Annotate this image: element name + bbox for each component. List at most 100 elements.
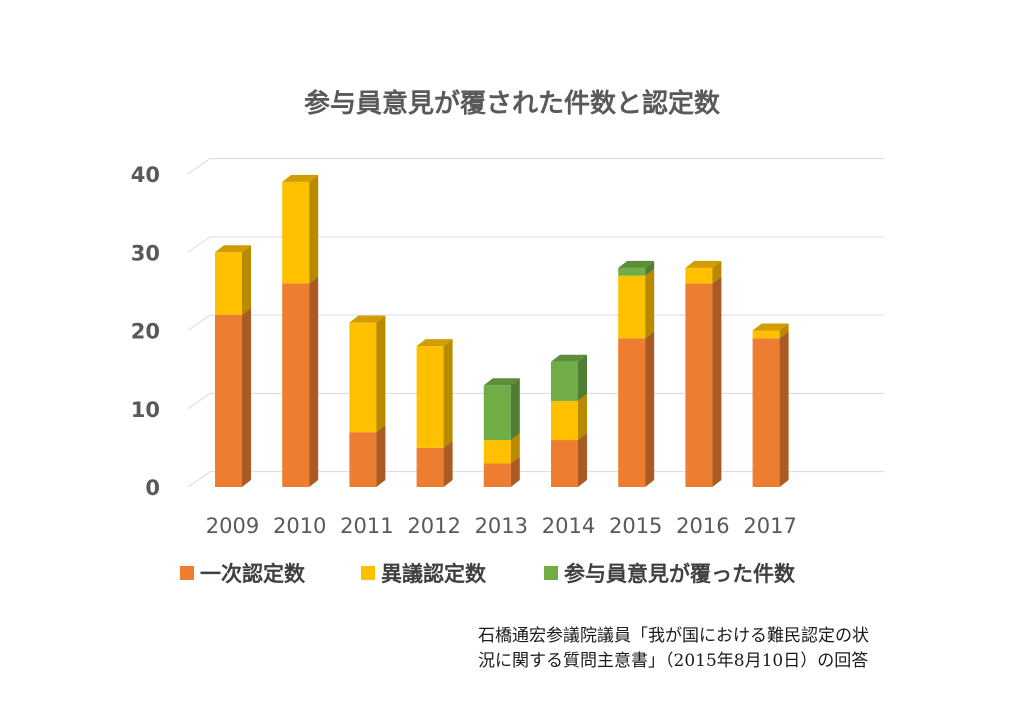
bar-side [309,276,319,487]
x-tick-label: 2010 [273,514,326,538]
bar-side [779,323,789,339]
bar-front [483,463,511,487]
bar-front [685,283,713,487]
bar-segment-2016-s1 [685,260,722,284]
bar-side [510,433,520,464]
bar-side [443,440,453,487]
bar-front [618,275,646,339]
bar-side [443,339,453,448]
bars [215,174,789,487]
bar-top [215,245,251,253]
y-axis: 0 10 20 30 40 [131,163,160,500]
x-tick-label: 2009 [206,514,259,538]
bar-segment-2010-s0 [282,276,319,487]
legend-item-1: 異議認定数 [361,562,487,586]
bar-segment-2010-s1 [282,174,319,284]
bar-side [712,276,722,487]
x-tick-label: 2012 [407,514,460,538]
bar-front [349,432,377,487]
bar-front [752,338,780,487]
bar-side [578,433,587,487]
bar-front [551,400,578,441]
bar-segment-2013-s1 [483,433,520,464]
grid-slant-10 [187,392,211,410]
legend-swatch [361,566,375,580]
y-tick-label: 30 [131,241,160,265]
bar-top [685,260,722,268]
bar-top [551,354,587,362]
grid-slant-30 [187,236,211,253]
bar-segment-2015-s1 [618,268,655,339]
y-tick-label: 0 [145,476,160,500]
bar-side [376,315,386,433]
legend-swatch [180,566,194,580]
bar-front [483,440,511,464]
bar-front [551,361,578,401]
bar-segment-2016-s0 [685,276,722,487]
legend-label: 一次認定数 [200,562,306,586]
bar-side [376,425,386,487]
grid-slant-40 [187,158,211,175]
legend-item-2: 参与員意見が覆った件数 [544,562,796,586]
bar-top [349,315,386,323]
bar-top [618,260,655,268]
bar-segment-2015-s0 [618,331,655,487]
bar-top [282,174,319,182]
bar-top [752,323,789,331]
bar-front [416,447,444,487]
bar-front [752,330,780,339]
bar-side [578,393,587,441]
source-note-line-1: 石橋通宏参議院議員「我が国における難民認定の状 [478,626,869,646]
bar-segment-2017-s1 [752,323,789,339]
y-tick-label: 20 [131,320,160,344]
source-note-line-2: 況に関する質問主意書」（2015年8月10日）の回答 [478,651,869,671]
y-tick-label: 40 [131,163,160,187]
legend-swatch [544,566,558,580]
bar-front [618,267,646,276]
bar-front [349,322,377,433]
bar-top [483,378,520,386]
bar-front [618,338,646,487]
legend-label: 参与員意見が覆った件数 [564,562,796,586]
grid-slant-0 [187,471,211,488]
bar-side [309,174,319,284]
bar-side [510,378,520,441]
legend-label: 異議認定数 [381,562,487,586]
bar-front [215,314,242,487]
source-note: 石橋通宏参議院議員「我が国における難民認定の状 況に関する質問主意書」（2015… [478,624,998,674]
bar-top [416,339,453,347]
bar-side [645,331,655,487]
x-tick-label: 2017 [743,514,796,538]
bar-segment-2011-s0 [349,425,386,487]
legend-item-0: 一次認定数 [180,562,306,586]
bar-side [242,307,251,487]
bar-side [242,245,251,315]
bar-front [215,252,242,315]
x-tick-label: 2013 [475,514,528,538]
bar-side [779,331,789,487]
x-tick-label: 2014 [542,514,595,538]
bar-segment-2009-s0 [215,307,251,487]
x-tick-label: 2011 [340,514,393,538]
bar-segment-2015-s2 [618,260,655,276]
x-tick-label: 2015 [609,514,662,538]
bar-side [712,260,722,284]
bar-side [645,260,655,276]
bar-front [685,267,713,284]
bar-segment-2014-s2 [551,354,587,401]
bar-side [645,268,655,339]
x-tick-label: 2016 [676,514,729,538]
bar-segment-2014-s0 [551,433,587,487]
bar-side [578,354,587,401]
chart-title: 参与員意見が覆された件数と認定数 [304,88,721,119]
bar-segment-2012-s1 [416,339,453,448]
bar-front [282,283,310,487]
bar-segment-2009-s1 [215,245,251,315]
bar-front [416,346,444,448]
y-tick-label: 10 [131,398,160,422]
bar-front [551,440,578,487]
legend: 一次認定数 異議認定数 参与員意見が覆った件数 [180,562,796,586]
bar-segment-2013-s0 [483,456,520,487]
bar-segment-2013-s2 [483,378,520,441]
